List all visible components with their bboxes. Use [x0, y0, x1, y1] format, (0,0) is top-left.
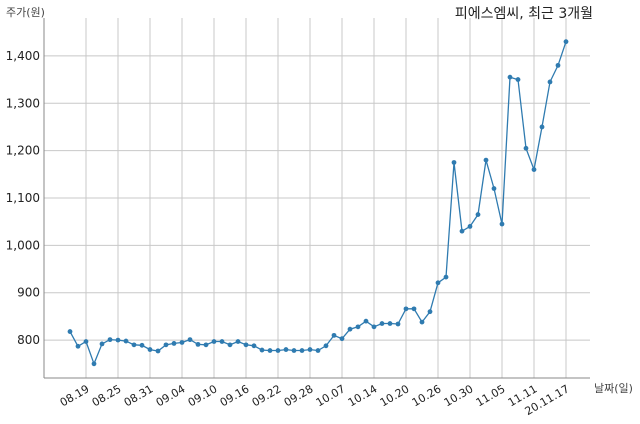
- data-point: [475, 212, 481, 217]
- y-tick-label: 1,100: [6, 191, 40, 205]
- data-point: [299, 348, 305, 353]
- data-point: [171, 341, 177, 346]
- data-point: [515, 77, 521, 82]
- price-series: [67, 39, 569, 367]
- y-tick-label: 1,300: [6, 96, 40, 110]
- data-point: [91, 361, 97, 367]
- data-point: [435, 280, 441, 286]
- data-point: [363, 318, 369, 324]
- data-point: [283, 347, 289, 352]
- data-point: [107, 337, 113, 343]
- data-point: [451, 160, 457, 165]
- data-point: [75, 343, 81, 349]
- data-point: [251, 343, 257, 349]
- grid: [44, 18, 590, 378]
- data-point: [491, 186, 497, 191]
- data-point: [547, 79, 553, 85]
- x-tick-label: 09.04: [154, 382, 188, 409]
- x-tick-label: 09.22: [250, 382, 284, 409]
- data-point: [331, 332, 337, 338]
- data-point: [379, 321, 385, 326]
- y-tick-label: 1,400: [6, 49, 40, 63]
- data-point: [83, 339, 89, 344]
- data-point: [387, 321, 393, 326]
- y-axis-label: 주가(원): [6, 6, 45, 19]
- data-point: [291, 348, 297, 353]
- data-point: [235, 339, 241, 344]
- series-line: [69, 41, 567, 366]
- y-tick-label: 800: [17, 333, 40, 347]
- x-tick-label: 09.28: [282, 382, 316, 409]
- data-point: [531, 167, 537, 172]
- data-point: [131, 342, 137, 348]
- data-point: [339, 336, 345, 342]
- y-tick-label: 900: [17, 286, 40, 300]
- data-point: [155, 348, 161, 354]
- data-point: [403, 306, 409, 312]
- data-point: [307, 347, 313, 352]
- data-point: [371, 324, 377, 330]
- data-point: [539, 124, 545, 130]
- data-point: [555, 62, 561, 68]
- x-tick-label: 08.31: [122, 382, 156, 409]
- data-point: [147, 347, 153, 352]
- data-point: [203, 342, 209, 348]
- data-point: [139, 342, 145, 348]
- x-tick-label: 10.30: [442, 382, 476, 409]
- data-point: [243, 342, 249, 348]
- y-tick-label: 1,000: [6, 238, 40, 252]
- x-tick-label: 11.05: [474, 382, 508, 409]
- data-point: [459, 228, 465, 234]
- x-tick-label: 10.14: [346, 382, 380, 409]
- data-point: [467, 224, 473, 229]
- data-point: [323, 343, 329, 349]
- data-point: [179, 340, 185, 345]
- data-point: [483, 157, 489, 163]
- data-point: [355, 324, 361, 330]
- y-tick-label: 1,200: [6, 144, 40, 158]
- data-point: [419, 319, 425, 325]
- data-point: [227, 342, 233, 348]
- data-point: [67, 329, 73, 334]
- data-point: [427, 309, 433, 315]
- data-point: [99, 341, 105, 347]
- data-point: [115, 337, 121, 343]
- x-tick-label: 10.26: [410, 382, 444, 409]
- data-point: [275, 348, 281, 353]
- data-point: [195, 341, 201, 347]
- data-point: [563, 39, 569, 45]
- x-axis-label: 날짜(일): [594, 381, 633, 395]
- data-point: [395, 321, 401, 327]
- data-point: [211, 339, 217, 344]
- chart-title: 피에스엠씨, 최근 3개월: [455, 6, 593, 22]
- data-point: [443, 274, 449, 280]
- data-point: [507, 74, 513, 80]
- data-point: [267, 348, 273, 353]
- data-point: [187, 337, 193, 343]
- data-point: [347, 326, 353, 332]
- data-point: [411, 306, 417, 312]
- x-tick-label: 08.19: [58, 382, 92, 409]
- data-point: [523, 145, 529, 151]
- x-tick-label: 09.10: [186, 382, 220, 409]
- data-point: [315, 348, 321, 353]
- data-point: [163, 342, 169, 348]
- data-point: [219, 339, 225, 344]
- x-tick-label: 08.25: [90, 382, 124, 409]
- x-tick-label: 10.07: [314, 382, 348, 409]
- data-point: [499, 221, 505, 227]
- x-tick-label: 10.20: [378, 382, 412, 409]
- x-tick-label: 09.16: [218, 382, 252, 409]
- data-point: [123, 338, 129, 344]
- data-point: [259, 347, 265, 353]
